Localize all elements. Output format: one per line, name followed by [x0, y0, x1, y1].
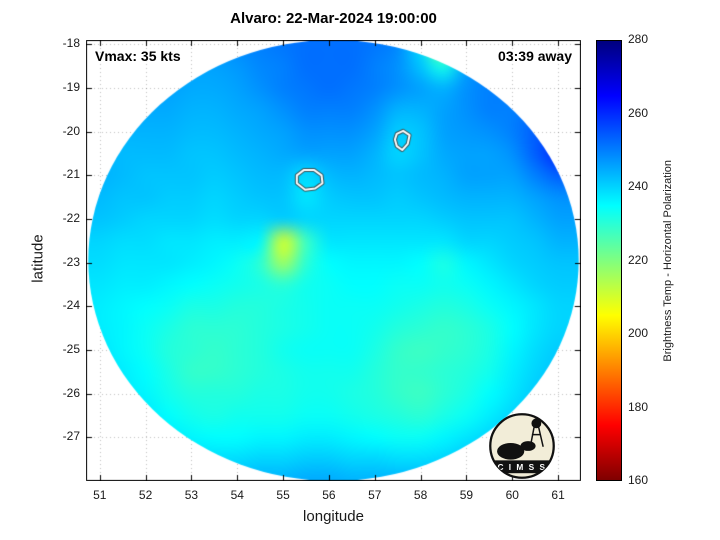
y-tick-label: -23 [62, 254, 80, 269]
y-tick-label: -18 [62, 36, 80, 51]
y-tick-label: -20 [62, 123, 80, 138]
x-tick-label: 55 [276, 488, 290, 502]
x-tick-label: 54 [230, 488, 244, 502]
chart-title: Alvaro: 22-Mar-2024 19:00:00 [230, 10, 437, 27]
y-tick-label: -25 [62, 342, 80, 356]
colorbar-tick-label: 240 [628, 179, 649, 193]
y-tick-label: -26 [62, 385, 80, 400]
x-tick-label: 61 [551, 488, 565, 502]
cimss-logo: C I M S S [489, 413, 555, 479]
x-axis-label: longitude [303, 508, 364, 525]
colorbar-tick-label: 220 [628, 252, 649, 267]
heatmap-canvas [86, 40, 581, 481]
y-tick-label: -22 [62, 211, 80, 226]
x-tick-label: 53 [184, 488, 199, 502]
x-tick-label: 52 [138, 488, 153, 502]
colorbar-tick-label: 280 [628, 32, 649, 46]
logo-band [490, 460, 554, 474]
y-tick-label: -19 [62, 80, 80, 95]
colorbar-label-wrap: Brightness Temp - Horizontal Polarizatio… [660, 40, 676, 481]
y-tick-label: -27 [62, 429, 80, 444]
colorbar-tick-label: 200 [628, 326, 649, 340]
tower-legs-icon [529, 426, 544, 447]
x-tick-label: 60 [505, 488, 519, 502]
x-tick-label: 58 [413, 488, 428, 502]
x-tick-label: 57 [368, 488, 382, 502]
dome-silhouette-icon [520, 441, 536, 451]
colorbar [596, 40, 622, 481]
y-tick-label: -21 [62, 167, 80, 182]
x-tick-label: 59 [459, 488, 474, 502]
dish-silhouette-icon [497, 442, 525, 460]
cimss-text: C I M S S [497, 462, 546, 472]
x-tick-label: 56 [322, 488, 336, 502]
vmax-annotation: Vmax: 35 kts [95, 48, 181, 64]
colorbar-label: Brightness Temp - Horizontal Polarizatio… [662, 159, 674, 362]
colorbar-tick-label: 180 [628, 399, 649, 414]
plot-area: Vmax: 35 kts 03:39 away C I M S S [86, 40, 581, 481]
colorbar-tick-label: 260 [628, 105, 649, 120]
y-tick-label: -24 [62, 298, 80, 313]
eta-annotation: 03:39 away [498, 48, 572, 64]
tower-tank-icon [531, 418, 542, 429]
colorbar-tick-label: 160 [628, 473, 649, 487]
x-tick-label: 51 [93, 488, 107, 502]
